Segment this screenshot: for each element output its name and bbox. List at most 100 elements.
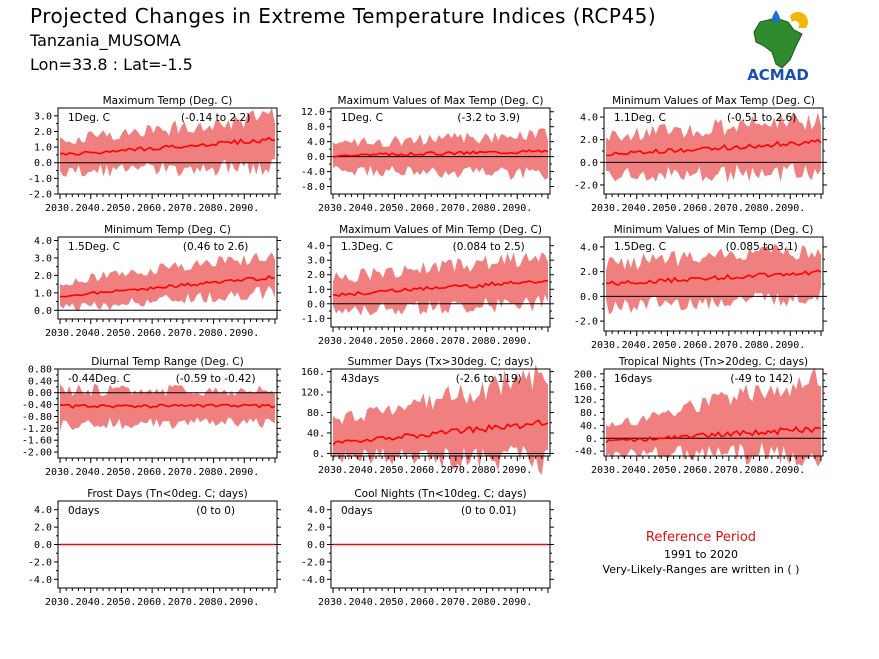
y-tick-label: -0.40 (22, 400, 52, 411)
panel-range-label: (-0.51 to 2.6) (727, 112, 796, 124)
x-tick-label: 2030. (318, 597, 348, 608)
y-tick-label: -2.0 (28, 557, 52, 568)
region-label: Tanzania_MUSOMA (30, 31, 181, 50)
y-tick-label: 2.0 (307, 270, 325, 281)
x-tick-label: 2030. (45, 203, 75, 214)
chart-panel: 0.0 1.0 2.0 3.0 4.0 2030. 2040. 2050. 2060. 2070.… (34, 224, 281, 339)
x-tick-label: 2090. (502, 203, 532, 214)
panel-title: Tropical Nights (Tn>20deg. C; days) (618, 356, 808, 368)
y-tick-label: 3.0 (34, 253, 52, 264)
y-tick-label: -1.0 (301, 314, 325, 325)
panel-value-label: 1.1Deg. C (614, 112, 666, 124)
median-line (332, 279, 549, 298)
range-band (606, 112, 821, 183)
y-tick-label: 4.0 (307, 505, 325, 516)
x-tick-label: 2070. (168, 203, 198, 214)
x-tick-label: 2080. (472, 336, 502, 347)
panel-value-label: 1.5Deg. C (614, 241, 666, 253)
panel-title: Maximum Values of Max Temp (Deg. C) (338, 95, 544, 107)
x-tick-label: 2040. (349, 336, 379, 347)
x-tick-label: 2090. (229, 203, 259, 214)
y-tick-label: 0.0 (34, 158, 52, 169)
y-tick-label: -40. (574, 447, 598, 458)
y-tick-label: 4.0 (307, 137, 325, 148)
y-tick-label: 120. (574, 395, 598, 406)
x-tick-label: 2060. (137, 467, 167, 478)
plot-frame (57, 236, 278, 320)
x-tick-label: 2070. (714, 203, 744, 214)
chart-panel: -40.0.40.80.120.160.200.2030. 2040. 2050. 2… (574, 356, 827, 476)
x-tick-label: 2090. (502, 465, 532, 476)
panel-range-label: (0 to 0) (196, 505, 235, 517)
x-tick-label: 2080. (745, 465, 775, 476)
range-band (60, 107, 275, 177)
panel-range-label: (0 to 0.01) (461, 505, 516, 517)
africa-map-icon (753, 17, 803, 69)
x-tick-label: 2070. (168, 467, 198, 478)
chart-panel: -2.0 -1.0 0.0 1.0 2.0 3.0 2030. 2040. 2050. 2060.… (28, 95, 281, 214)
x-tick-label: 2060. (683, 340, 713, 351)
x-tick-label: 2090. (775, 465, 805, 476)
x-tick-label: 2050. (106, 328, 136, 339)
panel-title: Cool Nights (Tn<10deg. C; days) (354, 488, 526, 500)
y-tick-label: -2.0 (28, 190, 52, 201)
panel-value-label: 1.3Deg. C (341, 241, 393, 253)
y-tick-label: 0.80 (28, 365, 52, 376)
x-tick-label: 2070. (441, 336, 471, 347)
x-tick-label: 2030. (591, 465, 621, 476)
reference-title: Reference Period (645, 530, 757, 545)
panel-range-label: (0.084 to 2.5) (453, 241, 525, 253)
x-tick-label: 2060. (410, 336, 440, 347)
y-tick-label: 0.0 (307, 152, 325, 163)
range-band (606, 367, 821, 467)
panel-range-label: (0.085 to 3.1) (726, 241, 798, 253)
panel-range-label: (-0.59 to -0.42) (176, 373, 256, 385)
x-tick-label: 2040. (76, 328, 106, 339)
y-tick-label: -4.0 (301, 167, 325, 178)
x-tick-label: 2050. (379, 465, 409, 476)
plot-frame (57, 368, 278, 459)
y-tick-label: -4.0 (301, 575, 325, 586)
x-tick-label: 2040. (76, 467, 106, 478)
range-band (333, 252, 548, 316)
y-tick-label: 0.0 (580, 158, 598, 169)
y-tick-label: -1.60 (22, 436, 52, 447)
y-tick-label: 4.0 (580, 113, 598, 124)
median-line (605, 426, 822, 443)
x-tick-label: 2030. (591, 203, 621, 214)
coordinates-label: Lon=33.8 : Lat=-1.5 (30, 55, 193, 74)
x-tick-label: 2070. (441, 465, 471, 476)
median-line (59, 136, 276, 156)
panel-value-label: 16days (614, 373, 652, 385)
y-tick-label: 2.0 (580, 135, 598, 146)
y-tick-label: 0. (313, 449, 325, 460)
range-band (333, 364, 548, 475)
y-tick-label: 4.0 (34, 505, 52, 516)
x-tick-label: 2050. (652, 465, 682, 476)
x-tick-label: 2040. (622, 340, 652, 351)
panel-value-label: 1Deg. C (68, 112, 110, 124)
x-tick-label: 2030. (591, 340, 621, 351)
y-tick-label: 160. (301, 367, 325, 378)
y-tick-label: 80. (307, 408, 325, 419)
x-tick-label: 2080. (745, 203, 775, 214)
chart-panel: -4.0 -2.0 0.0 2.0 4.0 2030. 2040. 2050. 2060. 207… (301, 488, 554, 608)
x-tick-label: 2080. (472, 465, 502, 476)
panel-title: Maximum Temp (Deg. C) (103, 95, 233, 107)
panel-value-label: 43days (341, 373, 379, 385)
y-tick-label: 80. (580, 408, 598, 419)
x-tick-label: 2050. (379, 597, 409, 608)
x-tick-label: 2040. (76, 597, 106, 608)
y-tick-label: -8.0 (301, 182, 325, 193)
y-tick-label: 3.0 (307, 256, 325, 267)
y-tick-label: 0.0 (307, 540, 325, 551)
panel-title: Maximum Values of Min Temp (Deg. C) (339, 224, 542, 236)
y-tick-label: -1.0 (28, 174, 52, 185)
x-tick-label: 2030. (45, 597, 75, 608)
x-tick-label: 2050. (106, 597, 136, 608)
x-tick-label: 2070. (714, 340, 744, 351)
